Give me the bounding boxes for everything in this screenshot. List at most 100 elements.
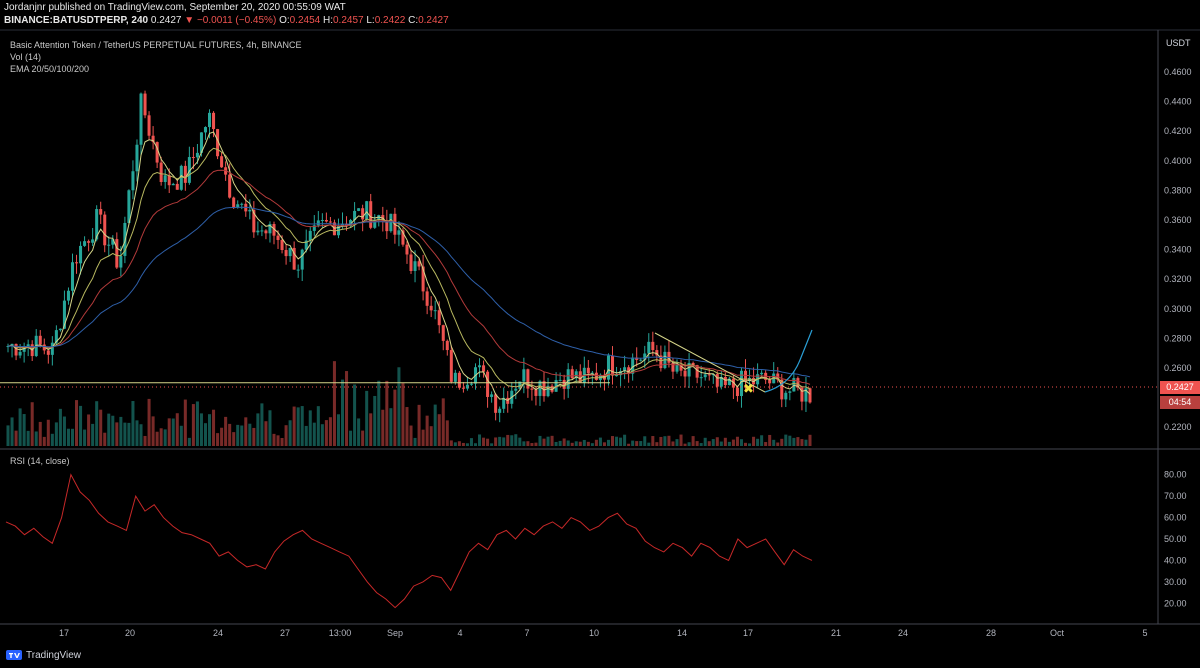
volume-bar bbox=[611, 436, 615, 446]
candle-body bbox=[514, 388, 518, 391]
volume-bar bbox=[457, 441, 461, 446]
volume-bar bbox=[558, 440, 562, 446]
volume-bar bbox=[240, 425, 244, 446]
candle-body bbox=[332, 222, 336, 236]
candle-body bbox=[357, 208, 361, 211]
volume-bar bbox=[30, 402, 34, 446]
volume-bar bbox=[723, 437, 727, 446]
candle-body bbox=[417, 261, 421, 267]
time-axis[interactable]: 17 20 24 27 13:00 Sep 4 7 10 14 17 21 24 28 Oct 5 bbox=[59, 628, 1148, 638]
volume-bar bbox=[590, 443, 594, 446]
volume-bar bbox=[248, 423, 252, 446]
volume-bars bbox=[6, 361, 812, 446]
volume-bar bbox=[147, 398, 151, 446]
volume-bar bbox=[304, 425, 308, 446]
volume-bar bbox=[34, 431, 38, 446]
volume-bar bbox=[534, 442, 538, 446]
volume-bar bbox=[445, 420, 449, 446]
volume-bar bbox=[752, 436, 756, 446]
candle-body bbox=[502, 397, 506, 409]
volume-bar bbox=[26, 430, 30, 446]
volume-bar bbox=[602, 442, 606, 446]
volume-bar bbox=[175, 413, 179, 446]
open-value: 0.2454 bbox=[289, 15, 321, 26]
candle-body bbox=[300, 249, 304, 270]
candle-body bbox=[792, 378, 796, 392]
volume-bar bbox=[413, 437, 417, 446]
candle-body bbox=[139, 93, 143, 145]
candle-body bbox=[107, 244, 111, 246]
time-tick-label: 4 bbox=[457, 628, 462, 638]
candle-body bbox=[42, 344, 46, 351]
volume-bar bbox=[606, 439, 610, 446]
footer-branding[interactable]: TradingView bbox=[6, 649, 81, 661]
symbol-bar: BINANCE:BATUSDTPERP, 240 0.2427 ▼ −0.001… bbox=[4, 15, 449, 26]
rsi-axis[interactable]: 80.00 70.00 60.00 50.00 40.00 30.00 20.00 bbox=[1164, 470, 1187, 609]
volume-bar bbox=[586, 441, 590, 446]
candle-body bbox=[252, 209, 256, 233]
candle-body bbox=[675, 364, 679, 372]
volume-bar bbox=[54, 422, 58, 446]
candle-body bbox=[135, 144, 139, 172]
time-tick-label: 17 bbox=[743, 628, 753, 638]
candle-body bbox=[768, 379, 772, 384]
volume-bar bbox=[50, 433, 54, 446]
low-label: L: bbox=[366, 15, 375, 26]
volume-bar bbox=[163, 429, 167, 446]
candle-body bbox=[103, 214, 107, 246]
volume-bar bbox=[792, 437, 796, 446]
volume-bar bbox=[582, 439, 586, 446]
volume-bar bbox=[236, 424, 240, 446]
candle-body bbox=[804, 388, 808, 402]
price-tick-label: 0.2200 bbox=[1164, 422, 1192, 432]
volume-bar bbox=[195, 401, 199, 446]
candle-body bbox=[687, 362, 691, 377]
candle-body bbox=[212, 112, 216, 130]
candle-body bbox=[280, 239, 284, 251]
down-arrow-icon: ▼ bbox=[184, 15, 195, 26]
candle-body bbox=[441, 325, 445, 341]
volume-bar bbox=[417, 404, 421, 446]
candle-body bbox=[340, 223, 345, 226]
volume-bar bbox=[663, 436, 667, 446]
volume-bar bbox=[179, 425, 183, 446]
price-tick-label: 0.4200 bbox=[1164, 126, 1192, 136]
volume-bar bbox=[131, 401, 135, 446]
volume-bar bbox=[199, 413, 203, 446]
chart-title: Basic Attention Token / TetherUS PERPETU… bbox=[10, 40, 302, 50]
candle-body bbox=[530, 388, 534, 390]
volume-bar bbox=[397, 367, 401, 446]
candle-body bbox=[800, 387, 804, 402]
time-tick-label: 28 bbox=[986, 628, 996, 638]
countdown-badge: 04:54 bbox=[1160, 396, 1200, 409]
volume-bar bbox=[514, 434, 518, 446]
candle-body bbox=[635, 357, 639, 360]
price-axis[interactable]: 0.4600 0.4400 0.4200 0.4000 0.3800 0.3600 0.34… bbox=[1164, 67, 1192, 432]
volume-bar bbox=[421, 429, 425, 446]
volume-bar bbox=[127, 422, 131, 446]
volume-legend: Vol (14) bbox=[10, 52, 42, 62]
candle-body bbox=[276, 235, 280, 240]
volume-bar bbox=[296, 407, 300, 446]
candle-body bbox=[95, 209, 99, 240]
volume-bar bbox=[220, 427, 224, 446]
rsi-tick-label: 60.00 bbox=[1164, 513, 1187, 523]
candle-body bbox=[695, 365, 699, 378]
volume-bar bbox=[683, 443, 687, 446]
volume-bar bbox=[385, 380, 389, 446]
candle-body bbox=[494, 394, 498, 413]
volume-bar bbox=[187, 437, 191, 446]
candle-body bbox=[373, 219, 377, 228]
candle-body bbox=[760, 372, 764, 375]
ema-legend: EMA 20/50/100/200 bbox=[10, 64, 90, 74]
candle-body bbox=[240, 203, 244, 205]
volume-bar bbox=[542, 438, 546, 446]
volume-bar bbox=[272, 433, 276, 446]
volume-bar bbox=[324, 420, 328, 446]
candle-body bbox=[268, 223, 272, 234]
price-tick-label: 0.4600 bbox=[1164, 67, 1192, 77]
volume-bar bbox=[123, 422, 127, 446]
candle-body bbox=[655, 350, 659, 356]
candle-body bbox=[808, 388, 812, 403]
